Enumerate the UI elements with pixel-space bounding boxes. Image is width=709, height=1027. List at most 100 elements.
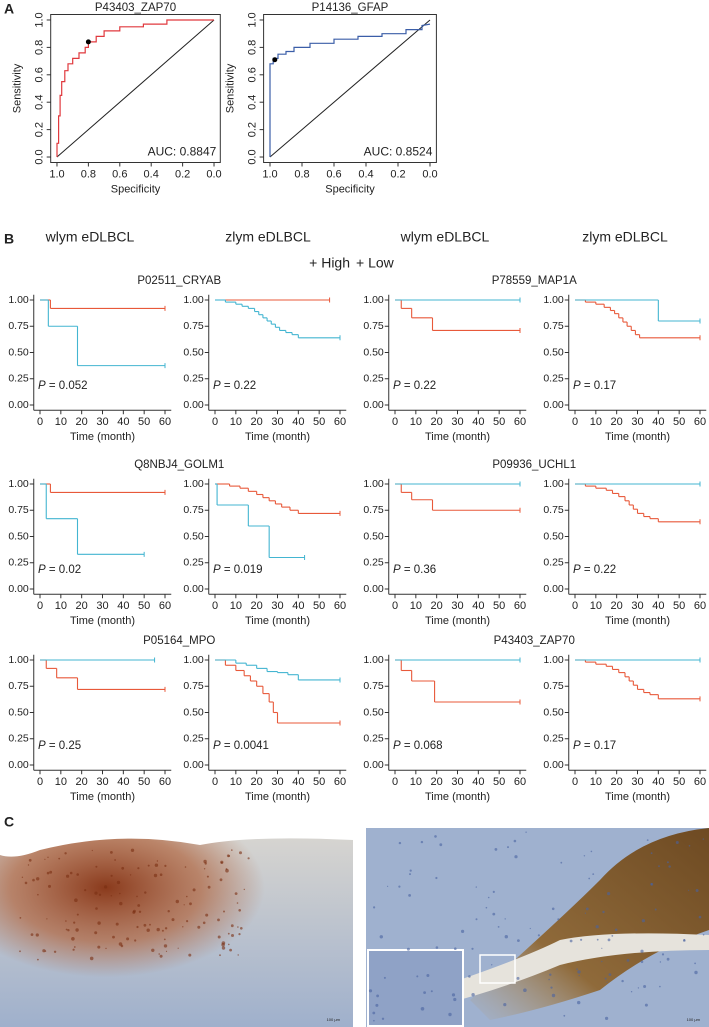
y-tick-label: 0.25	[543, 557, 564, 569]
chart-title: Q8NBJ4_GOLM1	[134, 459, 224, 471]
cell-dot	[165, 950, 168, 953]
cell-dot	[637, 987, 640, 989]
cell-dot	[161, 929, 164, 932]
chart-title: P78559_MAP1A	[492, 275, 577, 287]
x-tick-label: 30	[631, 416, 643, 428]
cell-dot	[516, 976, 520, 980]
x-tick-label: 50	[493, 600, 505, 612]
y-tick-label: 1.00	[543, 654, 564, 666]
x-tick-label: 0.6	[326, 168, 341, 180]
cell-dot	[504, 918, 506, 920]
cell-dot	[430, 990, 433, 993]
cell-dot	[163, 938, 166, 941]
x-tick-label: 60	[514, 416, 526, 428]
plot-frame	[50, 14, 221, 163]
x-tick-label: 40	[292, 600, 304, 612]
cell-dot	[219, 878, 223, 882]
cell-dot	[49, 870, 53, 874]
panel-label: B	[4, 231, 14, 247]
x-tick-label: 30	[631, 600, 643, 612]
cell-dot	[650, 882, 654, 886]
cell-dot	[420, 840, 424, 844]
x-tick-label: 1.0	[49, 168, 64, 180]
chart: 0 10 20 30 40 50 60 0.00 0.25 0.50 0.75 1.00 Time (m…	[183, 294, 347, 443]
cell-dot	[186, 895, 188, 898]
cell-dot	[53, 950, 57, 953]
cell-dot	[604, 977, 607, 980]
cell-dot	[607, 892, 611, 896]
y-tick-label: 0.75	[363, 504, 384, 516]
cell-dot	[229, 948, 233, 952]
cell-dot	[661, 953, 665, 956]
y-tick-label: 0.50	[543, 346, 564, 358]
chart: 1.0 0.8 0.6 0.4 0.2 0.0 0.0 0.2 0.4 0.6 0.8 1.0 Spec…	[225, 2, 438, 195]
y-tick-label: 0.75	[543, 504, 564, 516]
roc-curve	[56, 19, 214, 157]
x-tick-label: 40	[472, 600, 484, 612]
x-tick-label: 10	[230, 776, 242, 788]
cell-dot	[375, 1003, 379, 1007]
x-tick-label: 40	[292, 776, 304, 788]
x-tick-label: 0	[572, 416, 578, 428]
cell-dot	[683, 939, 686, 942]
x-tick-label: 20	[76, 776, 88, 788]
cell-dot	[588, 877, 591, 880]
y-tick-label: 1.0	[34, 12, 46, 27]
p-value: P = 0.36	[393, 564, 436, 576]
y-tick-label: 0.75	[363, 320, 384, 332]
cell-dot	[503, 1003, 507, 1007]
cell-dot	[226, 854, 230, 858]
cell-dot	[119, 892, 121, 895]
chart: 0 10 20 30 40 50 60 0.00 0.25 0.50 0.75 1.00 Time (m…	[363, 635, 575, 803]
x-tick-label: 0	[392, 600, 398, 612]
cell-dot	[231, 934, 234, 937]
cell-dot	[58, 857, 61, 860]
cell-dot	[548, 978, 550, 981]
cell-dot	[240, 927, 243, 930]
cell-dot	[149, 923, 151, 926]
cell-dot	[435, 876, 438, 880]
x-tick-label: 10	[590, 776, 602, 788]
cell-dot	[492, 912, 496, 916]
cell-dot	[630, 991, 633, 993]
cell-dot	[448, 1012, 452, 1017]
cell-dot	[44, 858, 46, 860]
x-tick-label: 60	[694, 600, 706, 612]
chart: 0 10 20 30 40 50 60 0.00 0.25 0.50 0.75 1.00 Time (m…	[8, 635, 215, 803]
cell-dot	[650, 852, 653, 855]
cell-dot	[164, 864, 167, 868]
y-tick-label: 1.0	[247, 12, 259, 27]
cell-dot	[120, 944, 124, 948]
x-tick-label: 10	[55, 416, 67, 428]
column-header: wlym eDLBCL	[400, 229, 490, 245]
cell-dot	[658, 865, 660, 868]
cell-dot	[641, 919, 646, 923]
cell-dot	[423, 991, 426, 994]
cell-dot	[27, 864, 30, 866]
y-tick-label: 0.00	[8, 759, 29, 771]
x-tick-label: 40	[292, 416, 304, 428]
cell-dot	[112, 935, 115, 939]
cell-dot	[205, 913, 209, 917]
cell-dot	[76, 913, 79, 916]
cell-dot	[551, 993, 556, 998]
cell-dot	[65, 928, 68, 931]
cell-dot	[143, 923, 147, 927]
y-tick-label: 0.2	[247, 122, 259, 137]
x-tick-label: 0	[392, 416, 398, 428]
cell-dot	[659, 985, 661, 988]
cell-dot	[590, 850, 593, 853]
x-tick-label: 0	[572, 600, 578, 612]
y-tick-label: 0.00	[183, 759, 204, 771]
cell-dot	[439, 843, 443, 847]
x-tick-label: 0.0	[422, 168, 437, 180]
x-tick-label: 30	[96, 776, 108, 788]
cell-dot	[406, 947, 410, 951]
cell-dot	[164, 927, 168, 930]
cell-dot	[138, 910, 142, 913]
cell-dot	[426, 974, 430, 977]
cell-dot	[487, 896, 490, 899]
cell-dot	[110, 895, 113, 897]
cell-dot	[549, 973, 552, 976]
